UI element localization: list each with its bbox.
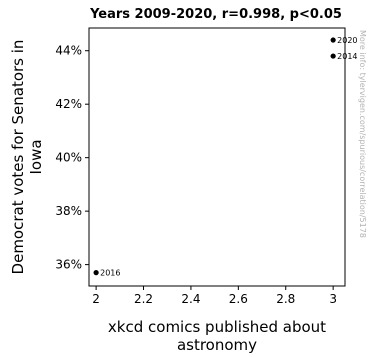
x-tick-label: 2.6 xyxy=(229,292,248,306)
x-tick-label: 2 xyxy=(92,292,100,306)
data-point-label: 2016 xyxy=(100,269,120,278)
data-point-label: 2020 xyxy=(337,36,357,45)
plot-area xyxy=(88,27,346,287)
y-tick-label: 44% xyxy=(55,44,82,58)
x-axis-label: xkcd comics published about astronomy xyxy=(108,318,326,354)
data-point xyxy=(330,37,336,43)
y-tick-label: 42% xyxy=(55,97,82,111)
data-points: 2020 2014 2016 xyxy=(93,36,358,278)
y-tick-label: 40% xyxy=(55,151,82,165)
y-tick-label: 38% xyxy=(55,204,82,218)
y-axis: 36% 38% 40% 42% 44% xyxy=(55,44,89,272)
chart-title: Years 2009-2020, r=0.998, p<0.05 xyxy=(89,7,342,22)
y-axis-label: Democrat votes for Senators inIowa xyxy=(9,40,45,275)
y-tick-label: 36% xyxy=(55,258,82,272)
x-tick-label: 2.8 xyxy=(276,292,295,306)
x-tick-label: 2.4 xyxy=(181,292,200,306)
x-tick-label: 2.2 xyxy=(134,292,153,306)
watermark-text: More info: tylervigen.com/spurious/corre… xyxy=(358,30,367,238)
data-point xyxy=(330,53,336,59)
x-tick-label: 3 xyxy=(329,292,337,306)
data-point xyxy=(93,270,99,276)
x-axis: 2 2.2 2.4 2.6 2.8 3 xyxy=(92,286,337,306)
data-point-label: 2014 xyxy=(337,52,357,61)
